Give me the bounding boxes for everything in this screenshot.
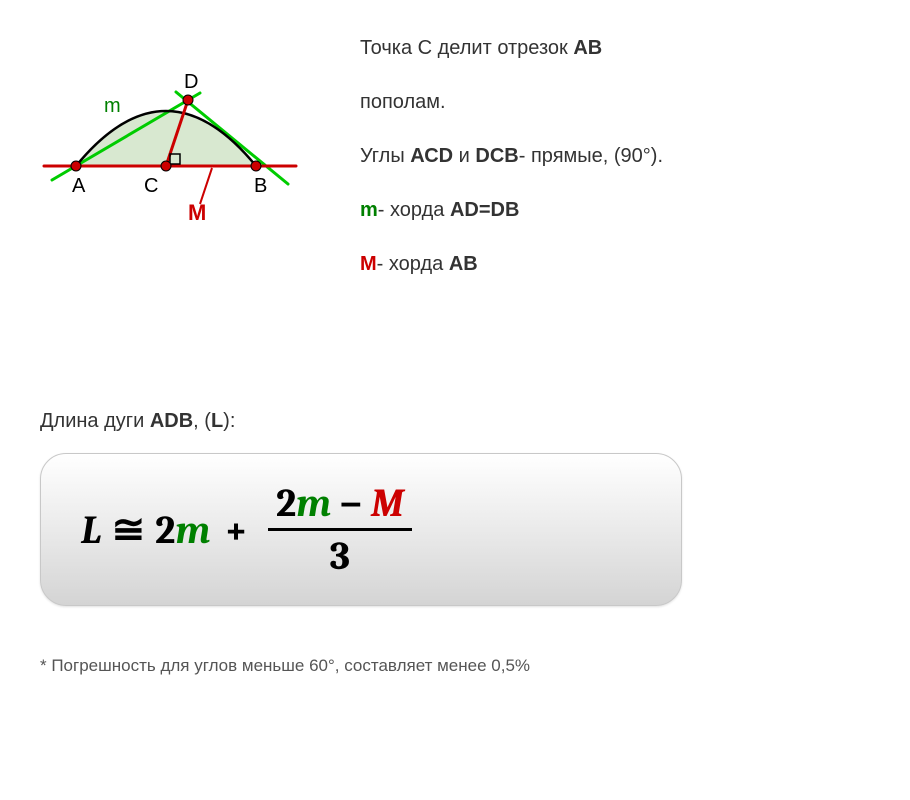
- arc-L: L: [211, 410, 223, 432]
- top-section: A B C Dm M Точка С делит отрезок АВ пополам.…: [40, 30, 870, 300]
- text: Точка С делит отрезок: [360, 37, 573, 59]
- angle-acd: АСD: [410, 145, 453, 167]
- seg-ab: АВ: [573, 37, 602, 59]
- svg-text:M: M: [188, 200, 206, 225]
- chord-ad-db: AD=DB: [450, 199, 519, 221]
- var-m: m: [175, 507, 210, 553]
- text: Длина дуги: [40, 410, 150, 432]
- var-m: m: [360, 199, 378, 221]
- footnote: * Погрешность для углов меньше 60°, сост…: [40, 656, 870, 676]
- num-2: 2: [155, 507, 175, 553]
- desc-line-3: m- хорда AD=DB: [360, 192, 870, 228]
- symbol-approx: ≅: [112, 507, 146, 553]
- text: , (: [193, 410, 211, 432]
- desc-line-1b: пополам.: [360, 84, 870, 120]
- text: - хорда: [378, 199, 450, 221]
- geometry-diagram: A B C Dm M: [40, 70, 300, 236]
- var-m: m: [296, 480, 331, 526]
- formula: L ≅ 2m + 2m−M 3: [81, 482, 641, 577]
- numerator: 2m−M: [268, 482, 412, 531]
- denominator: 3: [330, 531, 350, 577]
- text: - прямые, (90°).: [519, 145, 663, 167]
- svg-text:m: m: [104, 95, 121, 117]
- svg-text:B: B: [254, 175, 267, 197]
- text: пополам.: [360, 91, 446, 113]
- svg-text:C: C: [144, 175, 158, 197]
- svg-text:A: A: [72, 175, 86, 197]
- var-big-m: M: [371, 480, 404, 526]
- diagram-svg: A B C Dm M: [40, 70, 300, 230]
- description-box: Точка С делит отрезок АВ пополам. Углы А…: [360, 30, 870, 300]
- desc-line-4: M- хорда АВ: [360, 246, 870, 282]
- formula-box: L ≅ 2m + 2m−M 3: [40, 453, 682, 606]
- chord-ab: АВ: [449, 253, 478, 275]
- svg-text:D: D: [184, 71, 198, 93]
- text: и: [453, 145, 475, 167]
- text: Углы: [360, 145, 410, 167]
- num-2: 2: [276, 480, 296, 526]
- desc-line-1: Точка С делит отрезок АВ: [360, 30, 870, 66]
- var-big-m: M: [360, 253, 377, 275]
- fraction: 2m−M 3: [268, 482, 412, 577]
- desc-line-2: Углы АСD и DCB- прямые, (90°).: [360, 138, 870, 174]
- symbol-minus: −: [339, 480, 363, 526]
- arc-length-title: Длина дуги ADB, (L):: [40, 410, 870, 433]
- text: - хорда: [377, 253, 449, 275]
- text: ):: [223, 410, 235, 432]
- var-L: L: [81, 507, 102, 553]
- arc-name: ADB: [150, 410, 193, 432]
- angle-dcb: DCB: [475, 145, 518, 167]
- symbol-plus: +: [224, 507, 248, 553]
